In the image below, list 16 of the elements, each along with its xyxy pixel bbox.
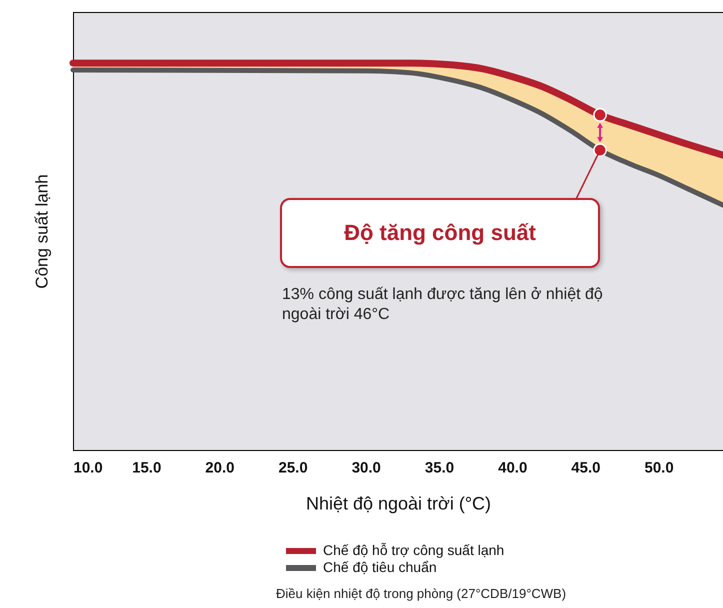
- legend-label: Chế độ hỗ trợ công suất lạnh: [323, 542, 504, 558]
- callout-box: Độ tăng công suất: [280, 198, 600, 268]
- annotation: 13% công suất lạnh được tăng lên ở nhiệt độ ngoài trời 46°C: [282, 285, 604, 325]
- x-tick-label: 40.0: [498, 460, 528, 476]
- y-axis-title: Công suất lạnh: [32, 174, 52, 289]
- text: Điều kiện nhiệt độ trong phòng (27°CDB/19°CWB): [276, 585, 566, 603]
- x-tick-label: 30.0: [352, 460, 381, 476]
- x-tick-label: 25.0: [278, 460, 308, 476]
- x-axis-title: Nhiệt độ ngoài trời (°C): [306, 494, 492, 514]
- x-tick-label: 35.0: [424, 460, 454, 476]
- legend-label: Chế độ tiêu chuẩn: [323, 559, 437, 575]
- x-tick-label: 45.0: [571, 460, 600, 476]
- x-tick-label: 15.0: [132, 460, 162, 476]
- x-tick-label: 20.0: [205, 460, 234, 476]
- x-tick-label: 50.0: [644, 460, 674, 476]
- x-tick-label: 10.0: [74, 460, 103, 476]
